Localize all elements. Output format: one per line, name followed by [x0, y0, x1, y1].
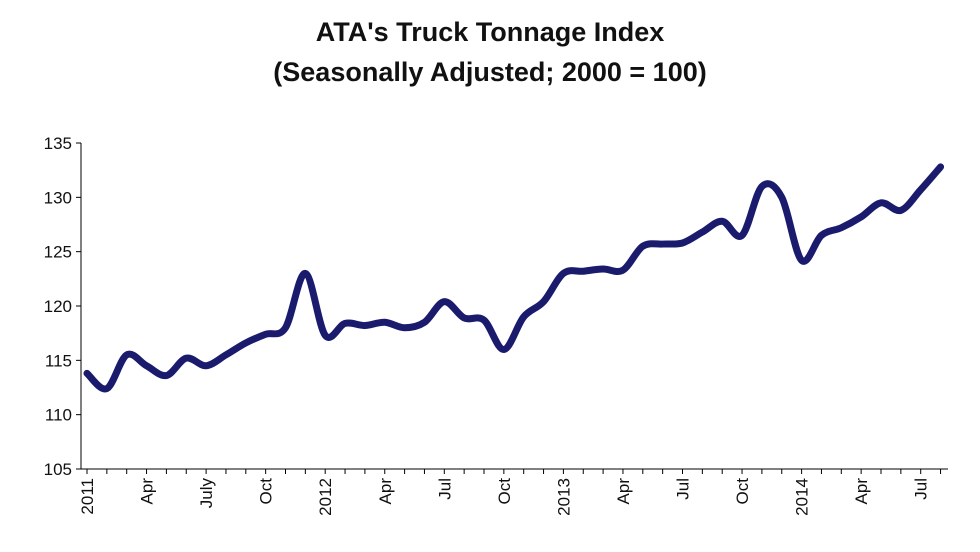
chart-title: ATA's Truck Tonnage Index [315, 17, 665, 47]
y-tick-label: 125 [44, 243, 72, 262]
x-tick-label: 2011 [78, 478, 97, 515]
x-tick-label: Jul [435, 478, 454, 500]
x-tick-label: Apr [852, 478, 871, 505]
chart-subtitle: (Seasonally Adjusted; 2000 = 100) [273, 57, 707, 87]
x-tick-label: 2014 [793, 478, 812, 516]
x-tick-label: Apr [376, 478, 395, 505]
y-tick-label: 115 [45, 351, 72, 370]
y-tick-label: 105 [44, 460, 72, 479]
x-tick-label: Oct [495, 478, 514, 505]
x-tick-label: July [197, 478, 216, 509]
x-tick-label: 2013 [554, 478, 573, 516]
x-tick-label: Jul [674, 478, 693, 500]
x-tick-label: Apr [138, 478, 157, 505]
x-tick-label: Oct [257, 478, 276, 505]
y-tick-label: 120 [44, 297, 72, 316]
x-tick-label: Oct [733, 478, 752, 505]
series-line [83, 163, 945, 393]
x-tick-label: 2012 [316, 478, 335, 516]
y-tick-label: 135 [44, 134, 72, 153]
x-tick-label: Jul [912, 478, 931, 500]
x-tick-label: Apr [614, 478, 633, 505]
y-tick-label: 130 [44, 188, 72, 207]
y-tick-label: 110 [45, 406, 72, 425]
